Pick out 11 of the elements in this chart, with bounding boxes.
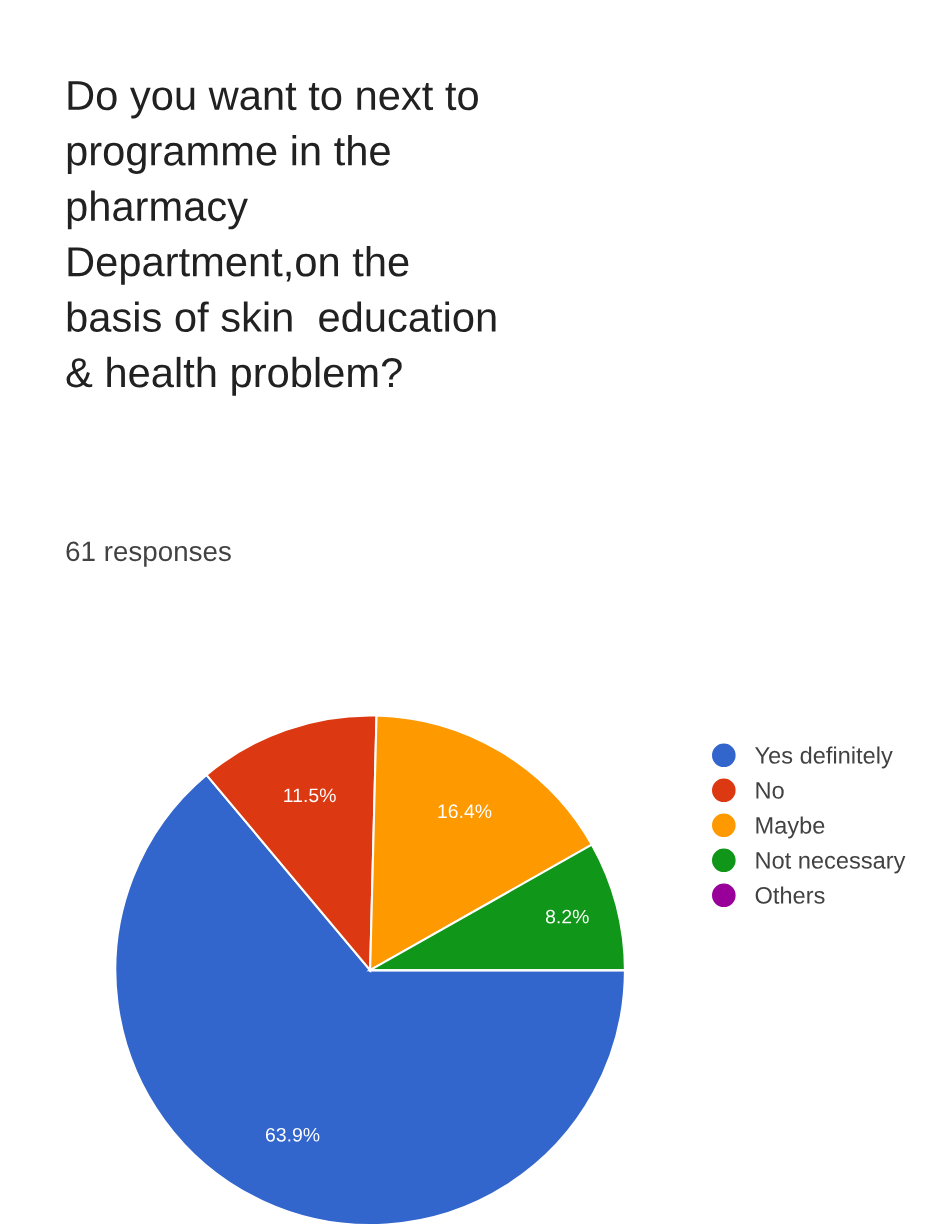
- data-label: 11.5%: [284, 788, 336, 803]
- legend-label: Not necessary: [756, 852, 906, 874]
- data-label: 16.4%: [438, 804, 492, 819]
- legend-label: No: [756, 782, 784, 799]
- data-label: 63.9%: [265, 1127, 320, 1142]
- legend-label: Maybe: [756, 816, 825, 839]
- data-label: 8.2%: [545, 909, 589, 924]
- chart-title: Do you want to next to programme in the pharmacy Department,on the basis of skin education & health problem?: [66, 81, 496, 396]
- chart-subtitle: 61 responses: [66, 541, 231, 567]
- legend-label: Yes definitely: [755, 746, 893, 769]
- legend-label: Others: [755, 886, 825, 904]
